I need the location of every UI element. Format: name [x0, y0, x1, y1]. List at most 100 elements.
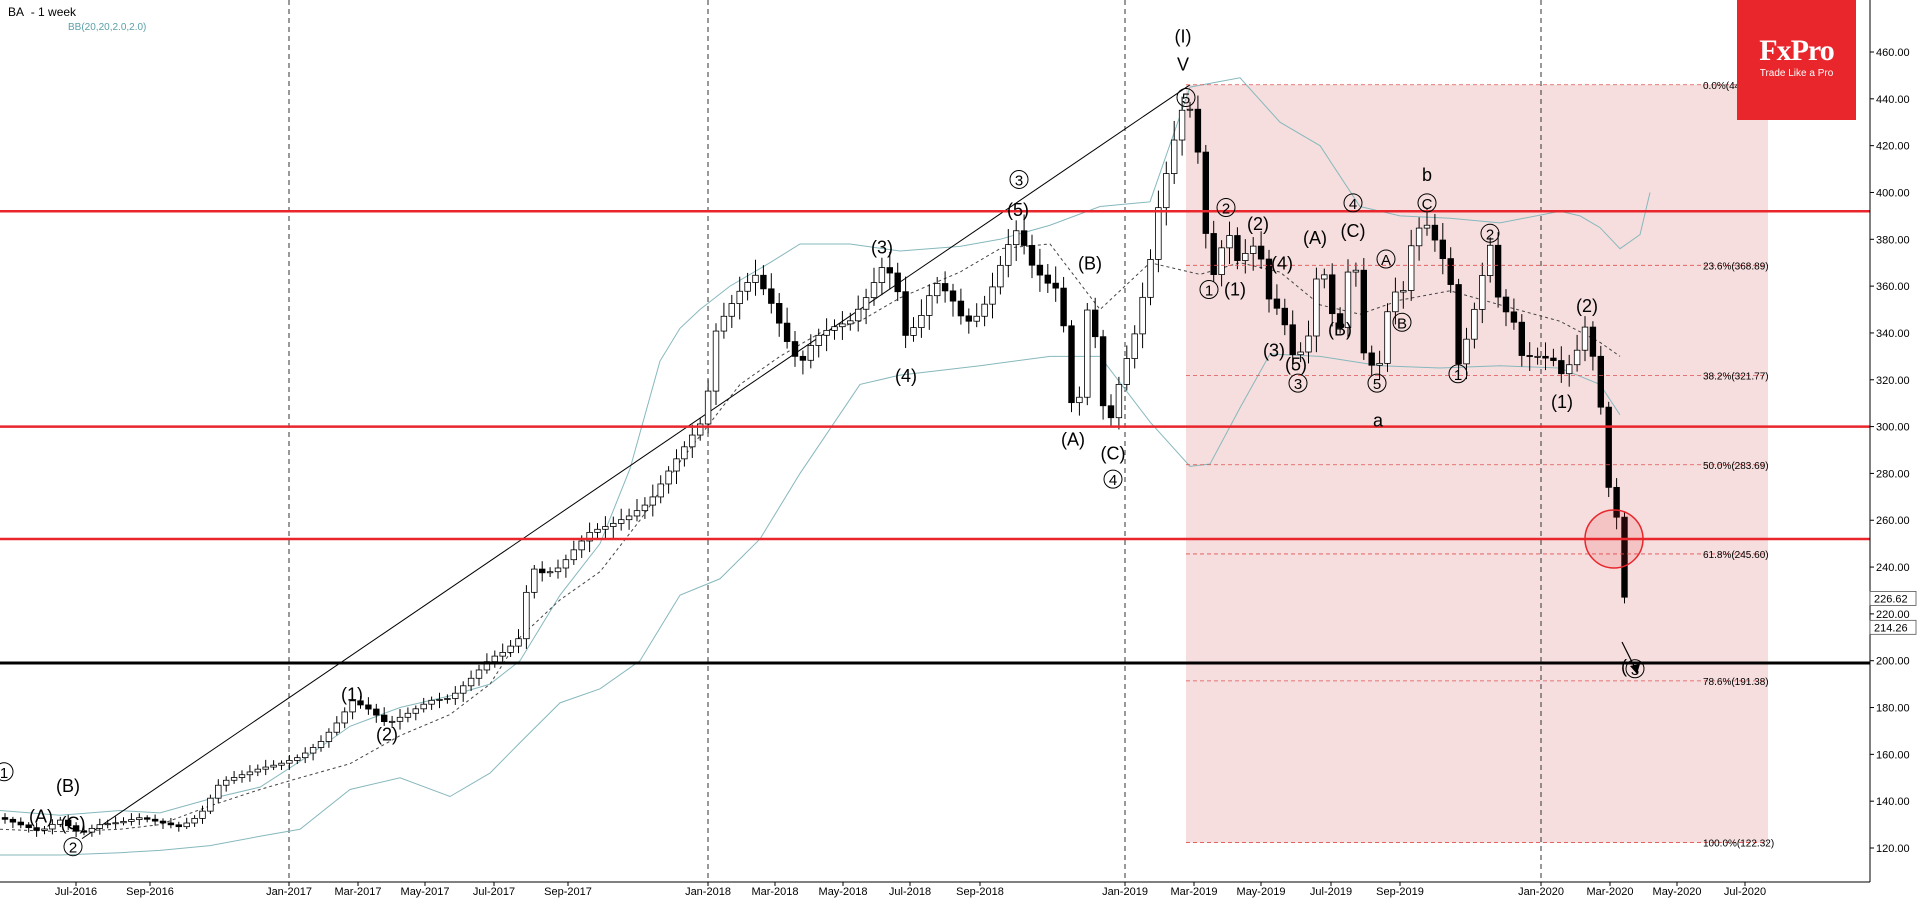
x-tick-label: Jan-2018: [685, 886, 731, 898]
wave-label: (2): [376, 724, 398, 744]
candle-bullish: [507, 645, 514, 653]
candle-bullish: [294, 757, 301, 761]
candle-bearish: [902, 291, 909, 336]
candle-bearish: [894, 272, 901, 293]
candle-bullish: [1305, 335, 1312, 353]
x-tick-label: Sep-2018: [956, 886, 1004, 898]
wave-label-circle: [63, 837, 83, 857]
candle-bullish: [1147, 259, 1154, 298]
x-tick-label: Sep-2019: [1376, 886, 1424, 898]
candle-bullish: [720, 315, 728, 332]
fibonacci-label: 78.6%(191.38): [1703, 677, 1769, 688]
bollinger-upper: [0, 77, 1651, 816]
wave-label-circle: [1480, 223, 1500, 243]
wave-label: 4: [1109, 472, 1117, 489]
wave-label-circle: [1448, 364, 1468, 384]
price-tag-label: 214.26: [1874, 622, 1908, 634]
wave-label-circle: [1199, 279, 1219, 299]
candle-bearish: [1028, 245, 1036, 266]
candle-bullish: [1242, 253, 1249, 261]
y-tick-label: 260.00: [1876, 515, 1910, 527]
wave-label: 3: [1294, 376, 1302, 393]
timeframe-label: - 1 week: [30, 5, 77, 19]
wave-label: (C): [1101, 443, 1126, 463]
candle-bullish: [728, 303, 735, 317]
candle-bullish: [610, 522, 617, 527]
candle-bullish: [618, 519, 625, 524]
candle-bullish: [1123, 358, 1130, 385]
x-tick-label: Jan-2017: [266, 886, 312, 898]
wave-label: (A): [1303, 228, 1327, 248]
candle-bearish: [1329, 274, 1336, 315]
candle-bullish: [997, 264, 1004, 288]
candle-bullish: [57, 819, 64, 825]
price-tag-label: 226.62: [1874, 593, 1908, 605]
wave-label: 5: [1373, 376, 1381, 393]
trendline: [81, 84, 1191, 840]
candle-bullish: [1408, 245, 1415, 291]
candle-bullish: [428, 699, 435, 705]
candle-bearish: [143, 817, 151, 820]
candle-bullish: [546, 571, 554, 574]
candle-bullish: [704, 390, 712, 425]
wave-label-circle: [1417, 193, 1437, 213]
candle-bullish: [665, 470, 672, 485]
indicator-label: BB(20,20,2.0,2.0): [68, 22, 147, 33]
candle-bullish: [1423, 224, 1431, 229]
y-tick-label: 160.00: [1876, 749, 1910, 761]
candle-bearish: [1558, 360, 1565, 375]
candle-bullish: [436, 699, 443, 701]
x-tick-label: Jul-2020: [1724, 886, 1766, 898]
x-tick-label: Jul-2018: [889, 886, 931, 898]
wave-label-circle: [1376, 249, 1396, 269]
candle-bearish: [1518, 321, 1525, 356]
wave-label: (5): [1285, 354, 1307, 374]
candle-bullish: [602, 526, 609, 530]
x-tick-label: Sep-2017: [544, 886, 592, 898]
wave-label: b: [1422, 165, 1432, 185]
candle-bearish: [886, 267, 893, 274]
candle-bullish: [989, 286, 996, 305]
x-tick-label: May-2020: [1653, 886, 1702, 898]
candle-bullish: [278, 762, 285, 766]
y-tick-label: 240.00: [1876, 562, 1910, 574]
candle-bullish: [831, 326, 838, 331]
candle-bullish: [981, 303, 988, 317]
candle-bullish: [286, 760, 293, 764]
y-tick-label: 460.00: [1876, 47, 1910, 59]
candle-bullish: [262, 766, 269, 770]
candle-bullish: [301, 752, 309, 759]
candle-bullish: [594, 528, 601, 533]
candle-bullish: [1155, 207, 1162, 260]
y-tick-label: 220.00: [1876, 609, 1910, 621]
fibonacci-label: 61.8%(245.60): [1703, 550, 1769, 561]
x-tick-label: Mar-2018: [751, 886, 798, 898]
candle-bullish: [1400, 290, 1407, 293]
candle-bearish: [72, 825, 80, 832]
wave-label: (C): [1341, 221, 1366, 241]
candle-bullish: [183, 822, 190, 828]
candle-bullish: [1115, 384, 1123, 419]
candle-bullish: [1131, 333, 1138, 359]
candle-bearish: [539, 568, 546, 574]
bollinger-lower: [0, 353, 1621, 856]
candle-bullish: [475, 669, 483, 679]
candle-bullish: [317, 741, 325, 748]
chart-header: BA - 1 week: [8, 5, 76, 19]
candle-bearish: [365, 704, 372, 710]
logo-tagline: Trade Like a Pro: [1759, 68, 1834, 79]
candle-bullish: [452, 692, 459, 699]
wave-label: (A): [1061, 429, 1085, 449]
candle-bullish: [1534, 355, 1541, 358]
candle-bullish: [531, 568, 538, 593]
candle-bullish: [862, 297, 870, 310]
wave-label: 2: [1222, 201, 1230, 218]
candle-bearish: [373, 708, 380, 716]
candle-bullish: [681, 446, 688, 460]
wave-label: (3): [871, 237, 893, 257]
candle-bearish: [1597, 355, 1604, 408]
candle-bullish: [309, 747, 317, 754]
wave-label: (2): [1576, 296, 1598, 316]
candle-bearish: [1289, 324, 1296, 356]
candle-bullish: [238, 774, 246, 778]
